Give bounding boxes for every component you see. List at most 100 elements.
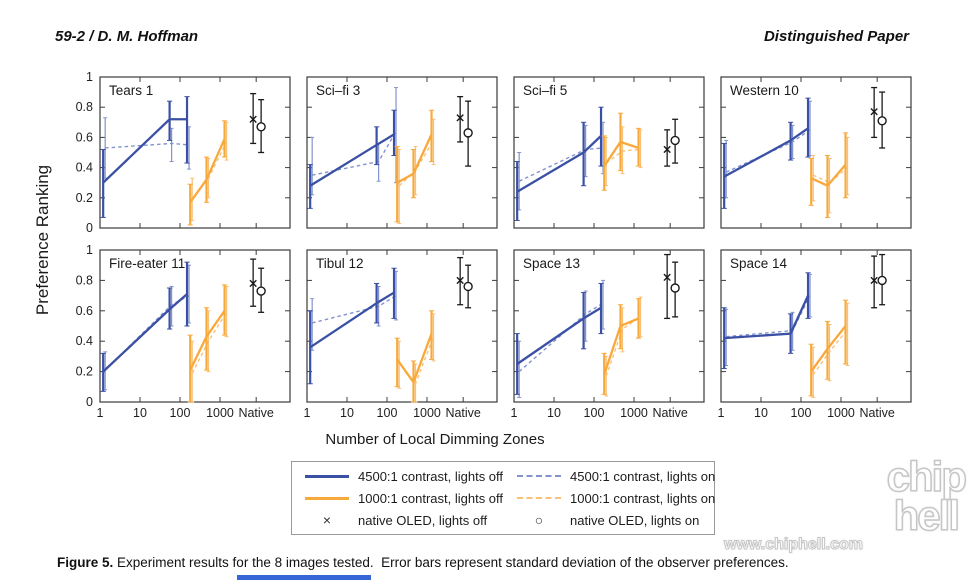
dashed-series-line [518, 302, 604, 373]
legend-label: native OLED, lights on [570, 512, 700, 528]
figure-caption-label: Figure 5. [57, 555, 114, 570]
x-tick-label: Native [859, 406, 894, 420]
solid-series-line [810, 325, 847, 373]
dashed-series-line [191, 311, 228, 374]
solid-series-line [603, 140, 639, 167]
native-circle-marker [463, 128, 473, 138]
dashed-series-line [312, 131, 397, 176]
chiphell-logo: chip hell [886, 453, 968, 539]
native-x-marker [870, 108, 878, 116]
axes-box [720, 249, 912, 403]
x-tick-label: 1000 [620, 406, 648, 420]
chiphell-logo-top: chip [886, 453, 968, 500]
native-x-marker [456, 114, 464, 122]
y-tick-label: 0 [86, 395, 93, 409]
subplot-sci–fi-5: Sci–fi 5 [513, 76, 705, 229]
native-x-marker [663, 145, 671, 154]
y-tick-label: 1 [86, 243, 93, 257]
native-x-marker [870, 276, 878, 285]
y-tick-label: 0.6 [76, 130, 93, 144]
solid-series-line [396, 333, 433, 385]
y-tick-label: 0.4 [76, 161, 93, 175]
x-tick-label: 10 [547, 406, 561, 420]
x-tick-label: 1 [97, 406, 104, 420]
legend-label: 4500:1 contrast, lights on [570, 468, 716, 484]
x-tick-label: 10 [754, 406, 768, 420]
subplot-sci–fi-3: Sci–fi 3 [306, 76, 498, 229]
y-tick-label: 1 [86, 70, 93, 84]
orange-dashed-line-swatch [516, 497, 562, 499]
native-circle-marker [670, 283, 680, 293]
legend-item-1000-on: 1000:1 contrast, lights on [504, 488, 715, 508]
paper-id-header: 59-2 / D. M. Hoffman [55, 28, 199, 45]
legend-item-oled-on: ○ native OLED, lights on [504, 510, 706, 530]
blue-dashed-line-swatch [516, 475, 562, 477]
legend-label: 1000:1 contrast, lights off [358, 490, 504, 506]
y-tick-label: 0.4 [76, 334, 93, 348]
axes-box [720, 76, 912, 229]
x-axis-label: Number of Local Dimming Zones [325, 431, 544, 448]
subplot-tibul-12: 1 10 100 1000 Native Tibul 12 [304, 249, 498, 420]
native-circle-marker [670, 135, 680, 146]
y-tick-label: 0.2 [76, 191, 93, 205]
subplot-title: Space 13 [523, 256, 580, 271]
native-circle-marker [256, 286, 266, 296]
blue-solid-line-swatch [304, 474, 350, 478]
y-tick-label: 0.8 [76, 100, 93, 114]
subplot-title: Tibul 12 [316, 256, 364, 271]
x-tick-label: 1 [511, 406, 518, 420]
x-tick-label: 1000 [206, 406, 234, 420]
axes-box [99, 249, 291, 403]
y-tick-label: 0 [86, 221, 93, 235]
solid-series-line [309, 133, 395, 187]
figure-legend: 4500:1 contrast, lights off 4500:1 contr… [291, 461, 715, 535]
legend-item-1000-off: 1000:1 contrast, lights off [292, 488, 504, 508]
subplot-western-10: Western 10 [720, 76, 912, 229]
chiphell-logo-bottom: hell [893, 491, 961, 539]
y-tick-label: 0.8 [76, 273, 93, 287]
x-tick-label: 100 [377, 406, 398, 420]
orange-solid-line-swatch [304, 496, 350, 500]
solid-series-line [516, 135, 602, 193]
solid-series-line [724, 295, 810, 340]
subplot-title: Fire-eater 11 [109, 256, 185, 271]
native-x-marker [663, 273, 671, 282]
native-circle-marker [877, 275, 887, 286]
figure-caption-text: Experiment results for the 8 images test… [113, 555, 789, 570]
chiphell-url: www.chiphell.com [724, 536, 864, 554]
axes-box [99, 76, 291, 229]
subplot-space-13: 1 10 100 1000 Native Space 13 [511, 249, 705, 420]
legend-label: native OLED, lights off [358, 512, 488, 528]
native-x-marker [249, 279, 257, 288]
x-tick-label: Native [445, 406, 480, 420]
x-marker-icon: × [322, 512, 332, 528]
dashed-series-line [725, 129, 811, 173]
solid-series-line [516, 306, 602, 365]
legend-label: 4500:1 contrast, lights off [358, 468, 504, 484]
solid-series-line [309, 291, 395, 349]
dashed-series-line [311, 295, 397, 324]
legend-item-4500-on: 4500:1 contrast, lights on [504, 466, 715, 486]
axes-box [306, 76, 498, 229]
subplot-title: Western 10 [730, 83, 799, 98]
solid-series-line [603, 317, 639, 376]
solid-series-line [396, 133, 433, 184]
y-tick-label: 0.2 [76, 365, 93, 379]
subplot-tears-1: 0 0.2 0.4 0.6 0.8 1 Tears 1 [76, 70, 291, 235]
figure-caption: Figure 5. Experiment results for the 8 i… [57, 555, 947, 570]
legend-item-oled-off: × native OLED, lights off [292, 510, 504, 530]
subplot-title: Sci–fi 3 [316, 83, 360, 98]
x-tick-label: 10 [340, 406, 354, 420]
native-circle-marker [463, 281, 473, 292]
solid-series-line [810, 163, 847, 188]
solid-series-line [189, 310, 226, 371]
legend-label: 1000:1 contrast, lights on [570, 490, 716, 506]
axes-box [513, 249, 705, 403]
x-tick-label: 100 [791, 406, 812, 420]
subplot-space-14: 1 10 100 1000 Native Space 14 [718, 249, 912, 420]
subplot-title: Tears 1 [109, 83, 153, 98]
x-tick-label: 1000 [827, 406, 855, 420]
subplot-title: Space 14 [730, 256, 788, 271]
solid-series-line [189, 138, 226, 204]
